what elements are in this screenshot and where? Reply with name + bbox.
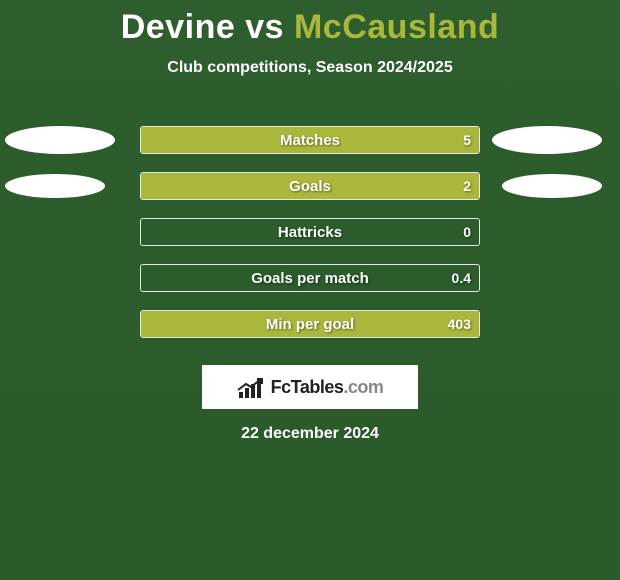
stat-value: 0.4	[452, 270, 471, 286]
bar-fill	[141, 311, 479, 337]
bar-track: Hattricks 0	[140, 218, 480, 246]
stat-row: Hattricks 0	[0, 209, 620, 255]
logo-text: FcTables.com	[271, 377, 384, 398]
player2-marker	[492, 126, 602, 154]
player1-marker	[5, 126, 115, 154]
logo-part3: .com	[343, 377, 383, 397]
logo-part2: Tables	[291, 377, 344, 397]
player2-marker	[502, 174, 602, 198]
comparison-chart: Matches 5 Goals 2 Hattricks 0 Goals per …	[0, 117, 620, 347]
player1-name: Devine	[121, 8, 236, 46]
bar-track: Matches 5	[140, 126, 480, 154]
bar-track: Min per goal 403	[140, 310, 480, 338]
logo-part1: Fc	[271, 377, 291, 397]
stat-row: Matches 5	[0, 117, 620, 163]
arrow-icon	[237, 378, 263, 392]
footer-date: 22 december 2024	[0, 425, 620, 443]
player1-marker	[5, 174, 105, 198]
stat-row: Min per goal 403	[0, 301, 620, 347]
page-title: Devine vs McCausland	[0, 0, 620, 47]
stat-label: Hattricks	[141, 224, 479, 241]
logo-chart-icon	[237, 376, 265, 398]
stat-value: 0	[463, 224, 471, 240]
bar-fill	[141, 173, 479, 199]
stat-label: Goals per match	[141, 270, 479, 287]
bar-fill	[141, 127, 479, 153]
stat-row: Goals per match 0.4	[0, 255, 620, 301]
bar-track: Goals per match 0.4	[140, 264, 480, 292]
player2-name: McCausland	[294, 8, 499, 46]
bar-track: Goals 2	[140, 172, 480, 200]
vs-text: vs	[245, 8, 284, 46]
subtitle: Club competitions, Season 2024/2025	[0, 59, 620, 77]
stat-row: Goals 2	[0, 163, 620, 209]
fctables-logo[interactable]: FcTables.com	[202, 365, 418, 409]
